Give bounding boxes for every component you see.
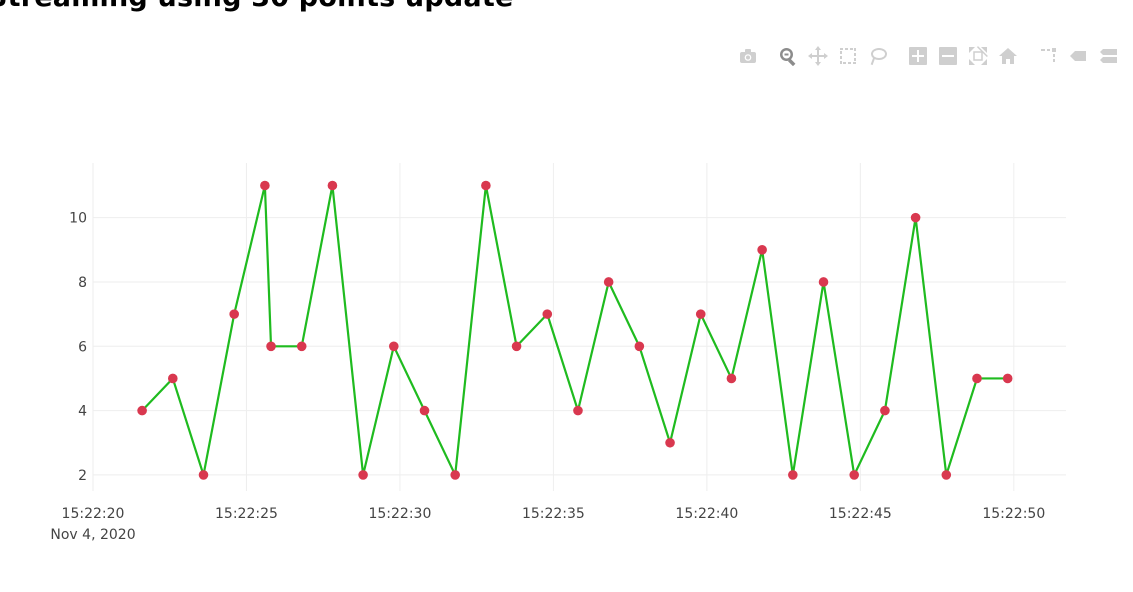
data-point[interactable]	[137, 405, 147, 416]
autoscale-icon	[969, 46, 988, 65]
data-point[interactable]	[450, 470, 460, 480]
zoom-button[interactable]	[773, 44, 803, 68]
data-point[interactable]	[757, 245, 767, 255]
data-point[interactable]	[695, 309, 706, 319]
camera-icon	[740, 49, 756, 63]
x-axis: 15:22:20 15:22:25 15:22:30 15:22:35 15:22:40…	[50, 506, 1045, 543]
modebar-group	[733, 44, 763, 68]
modebar	[723, 44, 1123, 68]
x-tick-label: 15:22:45	[829, 506, 892, 522]
data-point[interactable]	[389, 341, 399, 352]
data-point[interactable]	[634, 341, 645, 352]
box-select-icon	[840, 48, 856, 64]
data-point[interactable]	[910, 212, 921, 223]
hover-compare-icon	[1100, 49, 1117, 63]
home-icon	[999, 48, 1017, 64]
camera-button[interactable]	[733, 44, 763, 68]
series-markers	[137, 180, 1013, 480]
data-point[interactable]	[198, 470, 209, 480]
hover-compare-button[interactable]	[1093, 44, 1123, 68]
data-point[interactable]	[972, 373, 982, 384]
data-point[interactable]	[818, 277, 829, 287]
y-tick-label: 10	[69, 211, 87, 227]
data-point[interactable]	[880, 405, 890, 416]
data-point[interactable]	[419, 405, 430, 416]
data-point[interactable]	[296, 341, 307, 352]
y-tick-label: 8	[78, 275, 87, 291]
data-point[interactable]	[327, 180, 338, 191]
zoom-in-button[interactable]	[903, 44, 933, 68]
modebar-group	[773, 44, 893, 68]
lasso-select-icon	[870, 48, 887, 66]
data-point[interactable]	[542, 309, 553, 319]
data-point[interactable]	[788, 470, 798, 480]
x-tick-label: 15:22:35	[522, 506, 585, 522]
data-point[interactable]	[849, 470, 860, 480]
grid	[92, 163, 1066, 491]
x-date-label: Nov 4, 2020	[50, 527, 135, 543]
y-tick-label: 4	[78, 404, 87, 420]
zoom-out-button[interactable]	[933, 44, 963, 68]
spikelines-button[interactable]	[1033, 44, 1063, 68]
series-line-path	[141, 184, 1008, 477]
hover-closest-button[interactable]	[1063, 44, 1093, 68]
x-tick-label: 15:22:20	[62, 506, 125, 522]
data-point[interactable]	[358, 470, 368, 480]
y-tick-label: 2	[78, 468, 87, 484]
pan-button[interactable]	[803, 44, 833, 68]
data-point[interactable]	[481, 180, 491, 191]
autoscale-button[interactable]	[963, 44, 993, 68]
x-tick-label: 15:22:50	[982, 506, 1045, 522]
y-axis: 2 4 6 8 10	[69, 211, 87, 484]
pan-icon	[808, 46, 828, 66]
zoom-in-icon	[909, 47, 927, 65]
data-point[interactable]	[1002, 373, 1013, 384]
y-tick-label: 6	[78, 339, 87, 355]
x-tick-label: 15:22:30	[368, 506, 431, 522]
data-point[interactable]	[573, 405, 583, 416]
zoom-icon	[780, 48, 796, 66]
home-button[interactable]	[993, 44, 1023, 68]
data-point[interactable]	[603, 277, 614, 287]
box-select-button[interactable]	[833, 44, 863, 68]
data-point[interactable]	[941, 470, 952, 480]
data-point[interactable]	[266, 341, 276, 352]
data-point[interactable]	[229, 309, 239, 319]
data-point[interactable]	[260, 180, 270, 191]
data-point[interactable]	[726, 373, 737, 384]
series-line	[141, 184, 1008, 477]
spikelines-icon	[1041, 48, 1056, 62]
modebar-group	[1033, 44, 1123, 68]
lasso-select-button[interactable]	[863, 44, 893, 68]
data-point[interactable]	[665, 437, 675, 448]
zoom-out-icon	[939, 47, 957, 65]
data-point[interactable]	[168, 373, 178, 384]
x-tick-label: 15:22:25	[215, 506, 278, 522]
data-point[interactable]	[511, 341, 522, 352]
hover-closest-icon	[1070, 51, 1086, 61]
x-tick-label: 15:22:40	[675, 506, 738, 522]
chart-title: Streaming using 30 points update	[0, 0, 513, 13]
modebar-group	[903, 44, 1023, 68]
